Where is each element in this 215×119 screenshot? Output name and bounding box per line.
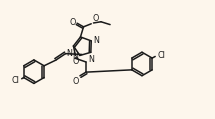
Text: O: O bbox=[92, 14, 98, 23]
Text: O: O bbox=[72, 77, 79, 86]
Text: Cl: Cl bbox=[157, 51, 165, 60]
Text: N: N bbox=[88, 55, 94, 64]
Text: Cl: Cl bbox=[11, 76, 19, 85]
Text: O: O bbox=[72, 57, 79, 66]
Text: O: O bbox=[70, 18, 76, 27]
Text: N: N bbox=[72, 52, 78, 61]
Text: N: N bbox=[94, 36, 100, 45]
Text: N: N bbox=[66, 49, 72, 58]
